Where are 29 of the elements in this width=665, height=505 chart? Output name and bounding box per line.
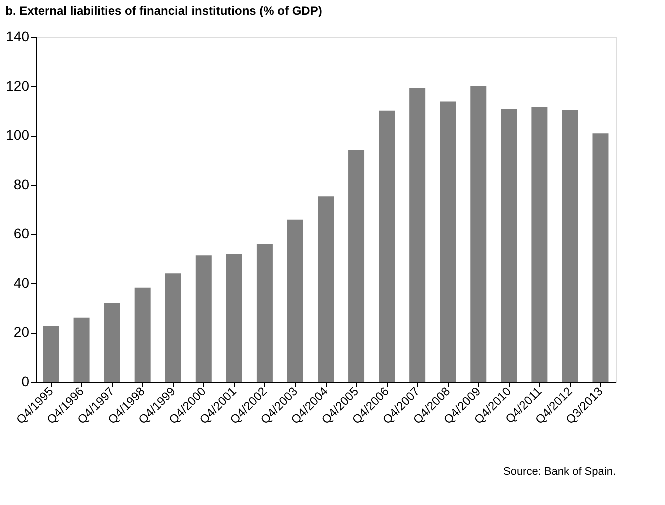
bar <box>43 326 60 382</box>
bar <box>592 134 609 382</box>
y-tick-label: 100 <box>6 127 30 144</box>
y-tick-label: 140 <box>6 28 30 44</box>
bar <box>134 288 151 382</box>
bar <box>287 220 304 382</box>
bar <box>318 196 334 382</box>
source-note: Source: Bank of Spain. <box>503 466 616 478</box>
bar <box>165 274 182 382</box>
bar <box>226 254 242 382</box>
bar <box>379 110 396 382</box>
bar <box>256 244 273 382</box>
bar <box>410 88 426 382</box>
y-tick-label: 120 <box>6 78 30 94</box>
y-tick-label: 60 <box>14 226 30 242</box>
bar <box>501 108 518 382</box>
bar <box>532 106 548 382</box>
bar <box>440 102 456 382</box>
bar <box>562 110 578 382</box>
bar <box>196 256 212 382</box>
bar <box>104 303 120 382</box>
bar <box>470 86 487 382</box>
y-tick-label: 0 <box>22 374 30 390</box>
y-tick-label: 40 <box>14 274 30 291</box>
y-tick-label: 20 <box>14 324 30 340</box>
chart-title: b. External liabilities of financial institutions (% of GDP) <box>6 4 322 18</box>
bar <box>348 150 365 382</box>
y-tick-label: 80 <box>14 176 30 192</box>
bar <box>74 318 90 382</box>
